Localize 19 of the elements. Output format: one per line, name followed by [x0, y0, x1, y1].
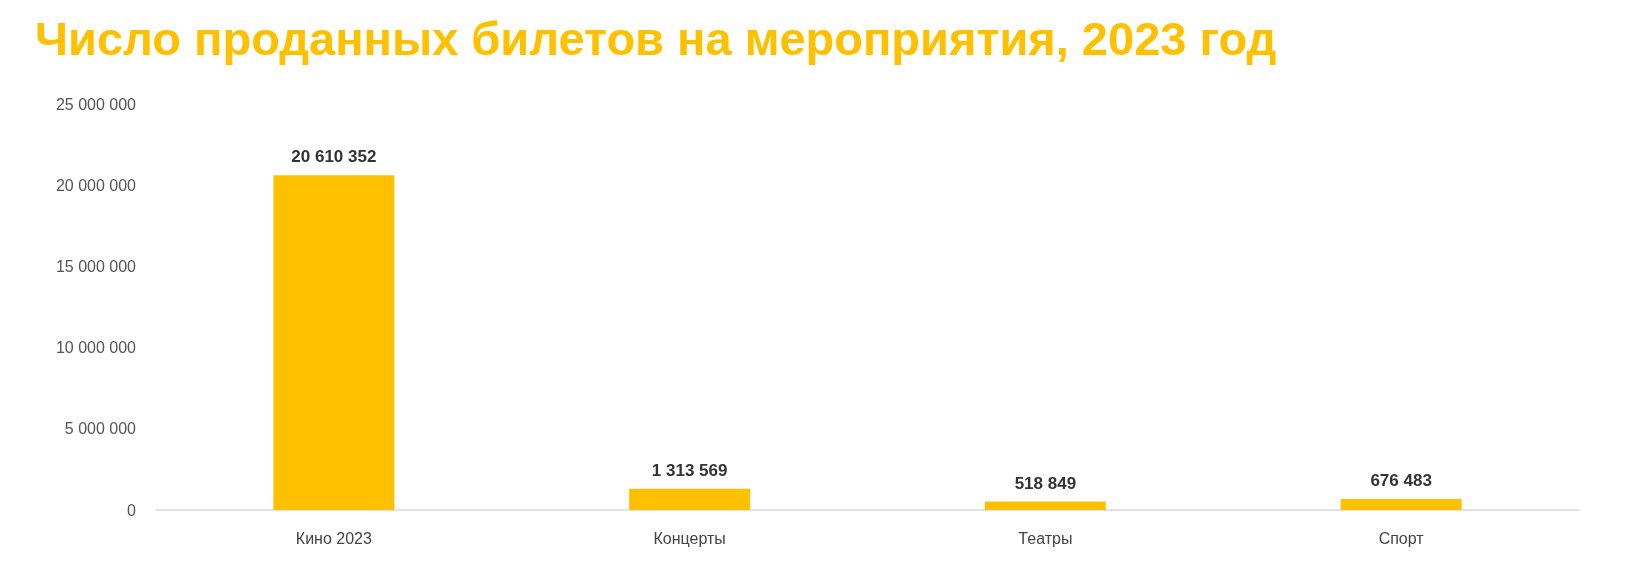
- bar: [629, 488, 751, 510]
- x-tick-label: Спорт: [1378, 529, 1425, 547]
- bar: [273, 175, 395, 510]
- y-tick-label: 25 000 000: [55, 95, 137, 113]
- y-tick-label: 20 000 000: [55, 176, 137, 194]
- data-label: 1 313 569: [651, 460, 728, 480]
- data-label: 518 849: [1014, 473, 1077, 493]
- data-label: 20 610 352: [291, 147, 377, 167]
- bar: [984, 501, 1106, 510]
- x-tick-label: Театры: [1018, 529, 1073, 547]
- x-tick-label: Кино 2023: [295, 529, 372, 547]
- bar: [1340, 499, 1462, 510]
- y-tick-label: 0: [127, 501, 137, 519]
- y-tick-label: 5 000 000: [64, 420, 137, 438]
- x-tick-label: Концерты: [653, 529, 726, 547]
- data-label: 676 483: [1370, 471, 1432, 491]
- y-tick-label: 15 000 000: [55, 257, 137, 275]
- chart-title: Число проданных билетов на мероприятия, 2023 год: [35, 12, 1277, 65]
- y-tick-label: 10 000 000: [55, 339, 137, 357]
